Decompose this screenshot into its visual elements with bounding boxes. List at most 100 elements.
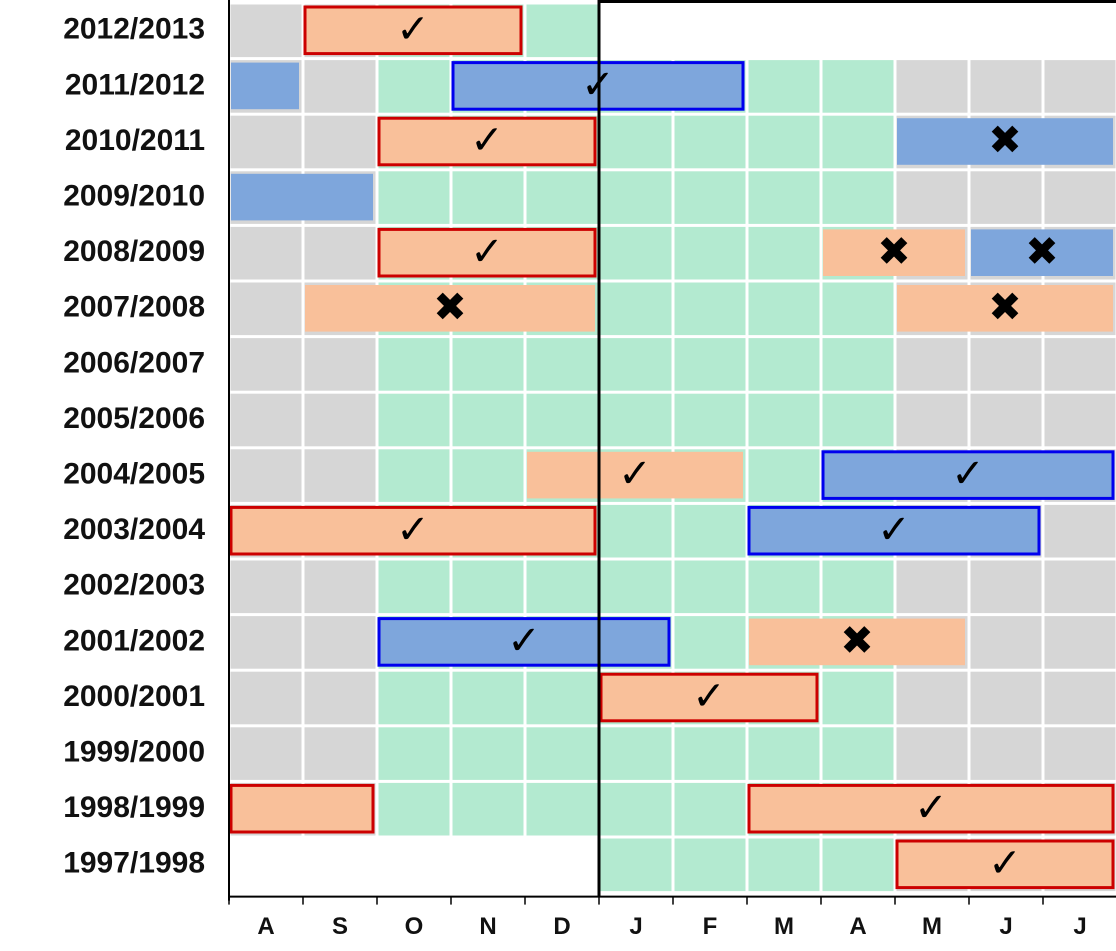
- bar-symbol: ✖: [988, 119, 1022, 163]
- cell: [674, 338, 746, 391]
- cell: [674, 393, 746, 447]
- cell: [304, 616, 376, 669]
- cell: [526, 782, 598, 836]
- cell: [526, 560, 598, 614]
- cell: [748, 838, 820, 892]
- cell: [600, 226, 672, 280]
- row-label: 1997/1998: [63, 847, 205, 880]
- bar: [303, 5, 523, 56]
- cell: [452, 393, 524, 447]
- cell: [748, 727, 820, 780]
- bar-symbol: ✓: [692, 675, 726, 719]
- cell: [452, 560, 524, 614]
- bar: [749, 618, 965, 666]
- cell: [526, 671, 598, 725]
- cell: [600, 338, 672, 391]
- cell: [304, 226, 376, 280]
- bar-symbol: ✓: [507, 619, 541, 663]
- bar-symbol: ✓: [877, 508, 911, 552]
- cell: [378, 671, 450, 725]
- row-label: 2008/2009: [63, 235, 205, 268]
- cell: [748, 338, 820, 391]
- cell: [600, 838, 672, 892]
- x-tick-label: J: [999, 913, 1012, 940]
- bar-symbol: ✓: [988, 841, 1022, 885]
- cell: [230, 449, 302, 502]
- cell: [452, 171, 524, 224]
- cell: [822, 115, 894, 169]
- cell: [230, 115, 302, 169]
- cell: [452, 782, 524, 836]
- cell: [452, 449, 524, 502]
- bar: [897, 118, 1113, 165]
- x-tick-label: F: [703, 913, 718, 940]
- cell: [822, 838, 894, 892]
- cell: [748, 449, 820, 502]
- cell: [674, 115, 746, 169]
- cell: [674, 282, 746, 336]
- cell: [970, 616, 1042, 669]
- x-tick-label: O: [405, 913, 424, 940]
- bar: [747, 783, 1115, 834]
- cell: [674, 727, 746, 780]
- cell: [896, 560, 968, 614]
- bar: [377, 116, 597, 167]
- cell: [600, 115, 672, 169]
- bar: [231, 62, 299, 110]
- bar: [229, 505, 597, 556]
- cell: [822, 171, 894, 224]
- bar-symbol: ✓: [396, 7, 430, 51]
- x-tick-label: A: [257, 913, 274, 940]
- x-tick-label: N: [479, 913, 496, 940]
- cell: [674, 616, 746, 669]
- cell: [304, 393, 376, 447]
- bar: [377, 227, 597, 278]
- cell: [304, 449, 376, 502]
- cell: [304, 560, 376, 614]
- cell: [1044, 560, 1116, 614]
- bar: [897, 285, 1113, 332]
- row-label: 2000/2001: [63, 680, 205, 713]
- bar: [231, 173, 373, 221]
- row-label: 2010/2011: [65, 124, 205, 157]
- cell: [1044, 171, 1116, 224]
- cell: [748, 60, 820, 113]
- cell: [600, 560, 672, 614]
- cell: [970, 560, 1042, 614]
- bar-symbol: ✓: [914, 786, 948, 830]
- cell: [600, 727, 672, 780]
- cell: [970, 671, 1042, 725]
- cell: [896, 171, 968, 224]
- cell: [230, 226, 302, 280]
- bar-symbol: ✓: [618, 452, 652, 496]
- row-label: 2007/2008: [63, 291, 205, 324]
- cell: [674, 838, 746, 892]
- cell: [822, 671, 894, 725]
- cell: [748, 226, 820, 280]
- bar-symbol: ✖: [840, 619, 874, 663]
- cell: [1044, 60, 1116, 113]
- cell: [822, 727, 894, 780]
- bar: [527, 451, 743, 499]
- row-label: 1999/2000: [63, 736, 205, 769]
- cell: [230, 727, 302, 780]
- row-label: 2004/2005: [63, 458, 205, 491]
- cell: [230, 4, 302, 58]
- cell: [970, 60, 1042, 113]
- cell: [896, 338, 968, 391]
- row-label: 2012/2013: [63, 13, 205, 46]
- bar: [599, 672, 819, 723]
- cell: [378, 449, 450, 502]
- cell: [600, 282, 672, 336]
- cell: [822, 393, 894, 447]
- cell: [748, 171, 820, 224]
- cell: [378, 393, 450, 447]
- cell: [304, 60, 376, 113]
- cell: [230, 393, 302, 447]
- row-label: 2005/2006: [63, 402, 205, 435]
- cell: [970, 338, 1042, 391]
- x-tick-label: M: [922, 913, 942, 940]
- cell: [822, 60, 894, 113]
